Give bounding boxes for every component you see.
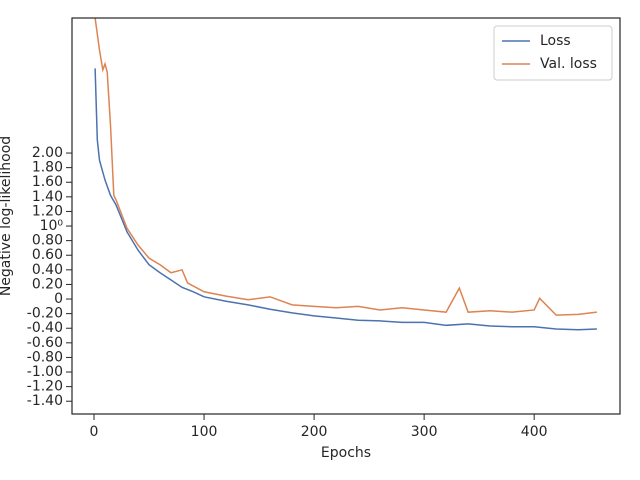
legend-label: Loss	[540, 33, 571, 49]
y-tick-label: -0.20	[27, 306, 63, 322]
y-tick-label: 0.80	[32, 233, 63, 249]
line	[94, 18, 597, 316]
y-tick-label: 0	[54, 291, 63, 307]
x-tick-label: 300	[411, 424, 438, 440]
plot-frame	[71, 17, 621, 415]
y-tick-label: 1.60	[32, 174, 63, 190]
y-tick-label: -1.00	[27, 364, 63, 380]
y-tick-label: 1.80	[32, 160, 63, 176]
legend-label: Val. loss	[540, 56, 597, 72]
x-tick-label: 0	[90, 424, 99, 440]
y-tick-label: 0.20	[32, 276, 63, 292]
legend-box	[493, 25, 613, 81]
x-tick-label: 100	[191, 424, 218, 440]
y-tick-label: -0.40	[27, 320, 63, 336]
x-tick-label: 200	[301, 424, 328, 440]
y-tick-label: 2.00	[32, 145, 63, 161]
y-tick-label: -1.40	[27, 393, 63, 409]
y-axis-label: Negative log-likelihood	[0, 136, 14, 296]
y-tick-label: -0.60	[27, 335, 63, 351]
y-tick-label: 0.40	[32, 262, 63, 278]
x-axis-label: Epochs	[321, 445, 371, 461]
y-tick-label: 10⁰	[40, 218, 64, 234]
y-tick-label: 1.20	[32, 203, 63, 219]
y-tick-label: 0.60	[32, 247, 63, 263]
x-tick-label: 400	[521, 424, 548, 440]
y-tick-label: -1.20	[27, 379, 63, 395]
y-tick-label: -0.80	[27, 349, 63, 365]
line	[94, 68, 597, 331]
y-tick-label: 1.40	[32, 189, 63, 205]
